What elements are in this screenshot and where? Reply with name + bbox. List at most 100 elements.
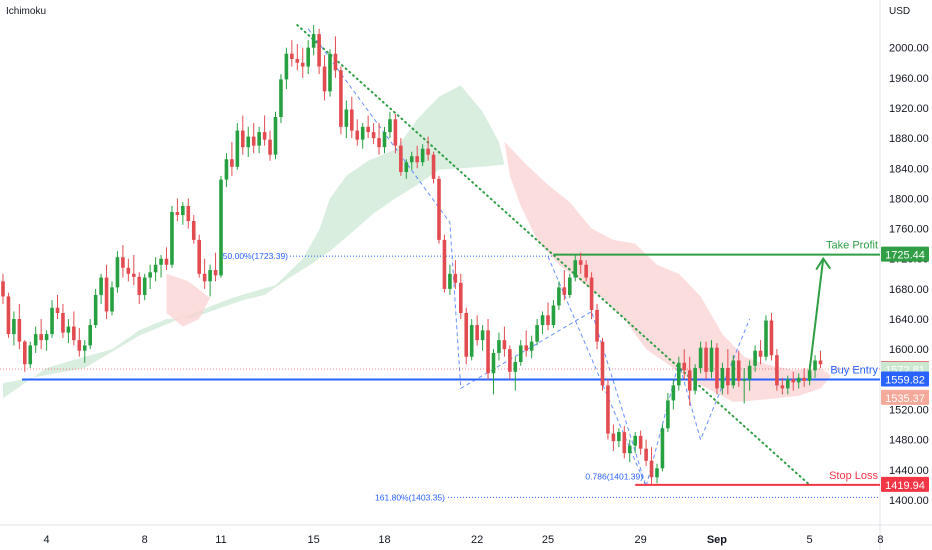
candle [153, 257, 158, 282]
candle-body [306, 47, 310, 67]
price-tag-label: 1725.44 [885, 250, 925, 262]
x-tick-label: 29 [635, 534, 647, 546]
candle [388, 111, 392, 139]
candle [660, 424, 665, 472]
candle [235, 123, 240, 170]
candle-body [1, 281, 5, 297]
candle-body [638, 435, 643, 449]
candle [246, 126, 251, 157]
candle-body [241, 130, 245, 148]
candle [764, 315, 768, 361]
candle-body [508, 349, 512, 372]
candle-body [137, 276, 142, 295]
candle-body [758, 350, 763, 357]
y-tick-label: 2000.00 [889, 43, 929, 55]
price-tag-bg [881, 371, 929, 387]
candle-body [246, 136, 251, 148]
candle [562, 270, 567, 301]
candle [791, 371, 796, 391]
candle [633, 432, 637, 454]
candle [802, 368, 806, 387]
candle-body [415, 156, 419, 163]
candle [448, 264, 452, 295]
candle-body [513, 361, 518, 372]
candle-body [677, 362, 681, 386]
candle-body [578, 260, 583, 265]
y-tick-label: 1520.00 [889, 404, 929, 416]
candle-body [633, 435, 637, 446]
candle [61, 303, 65, 338]
candle-body [622, 432, 627, 454]
candle-body [110, 287, 114, 312]
x-tick-label: 18 [378, 534, 390, 546]
candle [573, 254, 578, 282]
candle [758, 340, 763, 365]
candle [230, 141, 234, 176]
candle-body [649, 460, 654, 478]
candle-body [371, 132, 376, 139]
candle-body [104, 277, 109, 312]
candle-body [88, 325, 92, 346]
price-tag-label: 1559.82 [885, 374, 925, 386]
candle [213, 252, 218, 282]
candle-body [399, 145, 403, 173]
candle [333, 36, 338, 78]
candle [159, 254, 163, 278]
candle-body [360, 126, 365, 140]
candle [786, 375, 790, 395]
drawings[interactable] [0, 24, 880, 498]
candle-body [813, 360, 817, 371]
candle-body [82, 345, 87, 351]
candle [311, 25, 316, 56]
candle [170, 205, 174, 268]
candle-body [159, 258, 163, 265]
candle-body [333, 53, 338, 71]
candle-body [279, 79, 283, 118]
candle [66, 319, 71, 344]
candle [93, 288, 98, 329]
candle [6, 292, 11, 338]
candle [546, 302, 550, 331]
candle [415, 145, 419, 169]
candle [175, 198, 180, 222]
candle-body [181, 205, 185, 216]
candle [464, 307, 469, 365]
candle [426, 136, 430, 161]
candle-body [350, 109, 354, 131]
candle-body [431, 154, 436, 179]
candle-body [535, 325, 539, 342]
candle [453, 260, 458, 289]
candle-body [764, 320, 768, 357]
candle [115, 251, 120, 293]
price-tag: 1535.37 [881, 389, 929, 405]
cloud-red-small [166, 273, 211, 327]
candle-body [72, 326, 76, 341]
candle [132, 254, 136, 286]
candle [148, 264, 152, 289]
candle-body [595, 309, 599, 342]
candle [290, 40, 294, 67]
candle-body [44, 334, 49, 341]
candle-body [61, 313, 65, 333]
candle-body [300, 62, 305, 67]
candle-body [502, 340, 507, 350]
price-axis[interactable]: 1400.001440.001480.001520.001560.001600.… [881, 43, 929, 507]
y-tick-label: 1440.00 [889, 465, 929, 477]
candle-body [780, 385, 785, 389]
candle-body [453, 273, 458, 283]
indicator-label[interactable]: Ichimoku [6, 6, 47, 17]
candle-body [682, 362, 687, 371]
candle-body [126, 267, 131, 274]
candle [420, 144, 425, 167]
candle-body [202, 273, 207, 282]
candle-body [170, 212, 174, 265]
y-tick-label: 1840.00 [889, 163, 929, 175]
candle [328, 49, 332, 97]
candle-body [671, 385, 676, 401]
candle [50, 300, 54, 338]
candle [747, 360, 752, 391]
candle [186, 198, 191, 229]
time-axis[interactable]: 4 8 11 15 18 22 25 29 Sep 5 8 [44, 534, 884, 546]
